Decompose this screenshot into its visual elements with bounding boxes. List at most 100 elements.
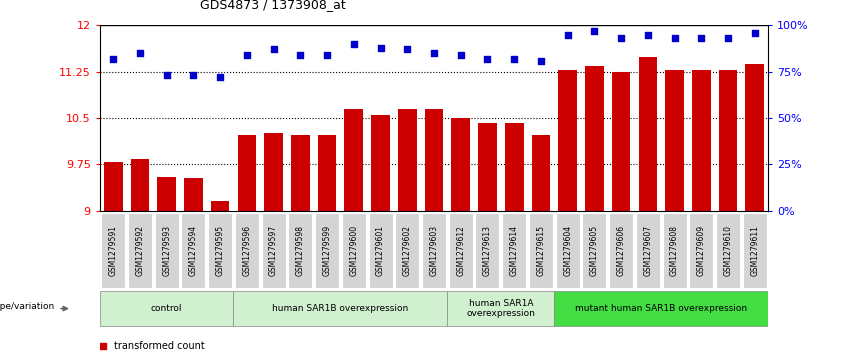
Text: GSM1279609: GSM1279609 bbox=[697, 225, 706, 276]
FancyBboxPatch shape bbox=[100, 291, 233, 326]
FancyBboxPatch shape bbox=[449, 212, 473, 288]
FancyBboxPatch shape bbox=[155, 212, 179, 288]
Text: GSM1279599: GSM1279599 bbox=[323, 225, 332, 276]
Bar bbox=[558, 70, 577, 211]
Text: GSM1279615: GSM1279615 bbox=[536, 225, 545, 276]
FancyBboxPatch shape bbox=[529, 212, 553, 288]
Text: GSM1279595: GSM1279595 bbox=[215, 225, 225, 276]
Point bbox=[160, 73, 174, 78]
Point bbox=[293, 52, 307, 58]
FancyBboxPatch shape bbox=[476, 212, 499, 288]
FancyBboxPatch shape bbox=[288, 212, 312, 288]
FancyBboxPatch shape bbox=[422, 212, 446, 288]
FancyBboxPatch shape bbox=[743, 212, 766, 288]
Point bbox=[615, 36, 628, 41]
Text: human SAR1A
overexpression: human SAR1A overexpression bbox=[466, 299, 536, 318]
Bar bbox=[639, 57, 657, 211]
Text: GSM1279593: GSM1279593 bbox=[162, 225, 171, 276]
Bar bbox=[157, 176, 176, 211]
Point bbox=[106, 56, 120, 62]
Text: GSM1279600: GSM1279600 bbox=[349, 225, 358, 276]
Bar bbox=[612, 72, 630, 211]
Text: GSM1279610: GSM1279610 bbox=[724, 225, 733, 276]
Text: GSM1279607: GSM1279607 bbox=[643, 225, 653, 276]
Point bbox=[721, 36, 735, 41]
Point bbox=[507, 56, 521, 62]
Bar bbox=[130, 159, 149, 211]
Bar bbox=[211, 201, 229, 211]
Bar bbox=[318, 135, 337, 211]
Bar bbox=[719, 70, 738, 211]
Text: GSM1279602: GSM1279602 bbox=[403, 225, 411, 276]
Text: GSM1279594: GSM1279594 bbox=[189, 225, 198, 276]
Bar bbox=[345, 109, 363, 211]
Point bbox=[133, 50, 147, 56]
FancyBboxPatch shape bbox=[208, 212, 232, 288]
Text: GSM1279596: GSM1279596 bbox=[242, 225, 252, 276]
FancyBboxPatch shape bbox=[102, 212, 125, 288]
FancyBboxPatch shape bbox=[662, 212, 687, 288]
Point bbox=[347, 41, 361, 47]
Point bbox=[240, 52, 253, 58]
Bar bbox=[264, 133, 283, 211]
FancyBboxPatch shape bbox=[503, 212, 526, 288]
Bar bbox=[451, 118, 470, 211]
FancyBboxPatch shape bbox=[315, 212, 339, 288]
Bar bbox=[478, 123, 496, 211]
FancyBboxPatch shape bbox=[342, 212, 365, 288]
Bar bbox=[291, 135, 310, 211]
Bar bbox=[184, 178, 203, 211]
Point bbox=[373, 45, 387, 50]
Text: mutant human SAR1B overexpression: mutant human SAR1B overexpression bbox=[575, 304, 747, 313]
FancyBboxPatch shape bbox=[128, 212, 152, 288]
Bar bbox=[238, 135, 256, 211]
Text: genotype/variation: genotype/variation bbox=[0, 302, 55, 311]
FancyBboxPatch shape bbox=[716, 212, 740, 288]
Text: GSM1279601: GSM1279601 bbox=[376, 225, 385, 276]
Bar bbox=[746, 64, 764, 211]
FancyBboxPatch shape bbox=[369, 212, 392, 288]
FancyBboxPatch shape bbox=[582, 212, 607, 288]
Text: GSM1279592: GSM1279592 bbox=[135, 225, 144, 276]
FancyBboxPatch shape bbox=[636, 212, 660, 288]
Point bbox=[534, 58, 548, 64]
Point bbox=[641, 32, 654, 38]
Text: control: control bbox=[151, 304, 182, 313]
FancyBboxPatch shape bbox=[395, 212, 419, 288]
FancyBboxPatch shape bbox=[447, 291, 555, 326]
Bar bbox=[692, 70, 711, 211]
FancyBboxPatch shape bbox=[181, 212, 206, 288]
FancyBboxPatch shape bbox=[556, 212, 580, 288]
Point bbox=[748, 30, 762, 36]
Point bbox=[667, 36, 681, 41]
Bar bbox=[398, 109, 417, 211]
FancyBboxPatch shape bbox=[235, 212, 259, 288]
Point bbox=[298, 68, 312, 74]
Bar bbox=[585, 65, 604, 211]
Text: GSM1279608: GSM1279608 bbox=[670, 225, 679, 276]
Point bbox=[561, 32, 575, 38]
Bar bbox=[531, 135, 550, 211]
Point bbox=[694, 36, 708, 41]
Point bbox=[298, 282, 312, 287]
Point bbox=[481, 56, 495, 62]
FancyBboxPatch shape bbox=[609, 212, 633, 288]
FancyBboxPatch shape bbox=[555, 291, 768, 326]
Text: GSM1279612: GSM1279612 bbox=[457, 225, 465, 276]
FancyBboxPatch shape bbox=[233, 291, 447, 326]
Text: GSM1279604: GSM1279604 bbox=[563, 225, 572, 276]
Text: GSM1279614: GSM1279614 bbox=[510, 225, 519, 276]
Text: human SAR1B overexpression: human SAR1B overexpression bbox=[273, 304, 409, 313]
Point bbox=[266, 46, 280, 52]
Point bbox=[427, 50, 441, 56]
Bar bbox=[505, 123, 523, 211]
Text: GSM1279591: GSM1279591 bbox=[108, 225, 118, 276]
Text: GSM1279597: GSM1279597 bbox=[269, 225, 278, 276]
Text: GSM1279603: GSM1279603 bbox=[430, 225, 438, 276]
Text: GSM1279611: GSM1279611 bbox=[750, 225, 760, 276]
Point bbox=[454, 52, 468, 58]
Text: GSM1279613: GSM1279613 bbox=[483, 225, 492, 276]
Point bbox=[214, 74, 227, 80]
FancyBboxPatch shape bbox=[261, 212, 286, 288]
Text: GSM1279606: GSM1279606 bbox=[616, 225, 626, 276]
